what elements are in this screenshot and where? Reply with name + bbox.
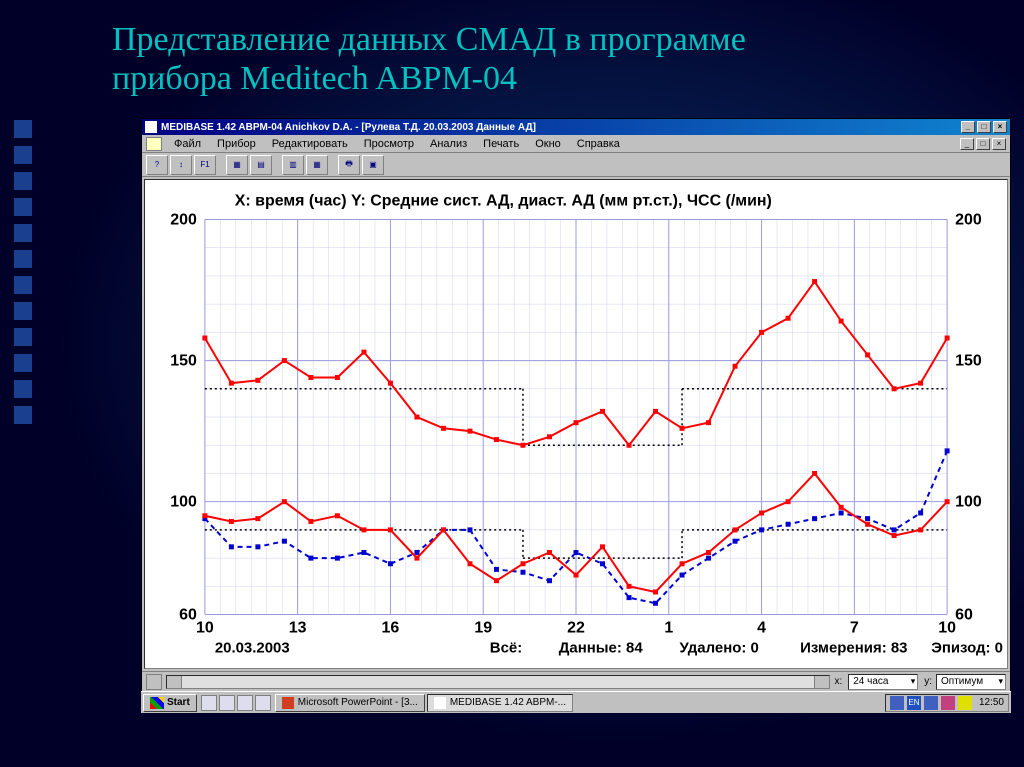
y-scale-label: y: [924, 676, 932, 687]
quicklaunch-icon[interactable] [201, 695, 217, 711]
h-scrollbar[interactable] [166, 675, 830, 689]
slide-title-line1: Представление данных СМАД в программе [112, 21, 746, 58]
lang-indicator[interactable]: EN [907, 696, 921, 710]
menu-help[interactable]: Справка [569, 136, 628, 152]
x-scale-label: x: [834, 676, 842, 687]
slide-title-line2: прибора Meditech ABPM-04 [112, 60, 517, 97]
mdi-close-button[interactable]: × [992, 138, 1006, 150]
toolbar-button-7[interactable]: ▦ [306, 155, 328, 175]
svg-text:7: 7 [850, 620, 859, 637]
svg-text:Измерения: 83: Измерения: 83 [800, 639, 907, 656]
clock[interactable]: 12:50 [979, 697, 1004, 708]
mdi-maximize-button[interactable]: □ [976, 138, 990, 150]
svg-text:Всё:: Всё: [490, 639, 522, 656]
menu-edit[interactable]: Редактировать [264, 136, 356, 152]
toolbar-button-6[interactable]: ▥ [282, 155, 304, 175]
svg-text:Эпизод: 0: Эпизод: 0 [931, 639, 1003, 656]
svg-text:200: 200 [170, 211, 197, 228]
minimize-button[interactable]: _ [961, 121, 975, 133]
system-tray: EN 12:50 [885, 694, 1009, 712]
toolbar-button-3[interactable]: F1 [194, 155, 216, 175]
taskbar-app-powerpoint[interactable]: Microsoft PowerPoint - [3... [275, 694, 425, 712]
y-scale-select[interactable]: Оптимум [936, 674, 1006, 690]
toolbar-button-2[interactable]: ↕ [170, 155, 192, 175]
tray-icon[interactable] [890, 696, 904, 710]
tray-icon[interactable] [958, 696, 972, 710]
start-button[interactable]: Start [143, 694, 197, 712]
toolbar-help-button[interactable]: ? [146, 155, 168, 175]
svg-text:19: 19 [474, 620, 492, 637]
quicklaunch-icon[interactable] [237, 695, 253, 711]
chart-area: 1013161922147106060100100150150200200X: … [144, 179, 1008, 669]
svg-text:Данные: 84: Данные: 84 [559, 639, 644, 656]
svg-text:200: 200 [955, 211, 982, 228]
bottom-controls: x: 24 часа y: Оптимум [142, 671, 1010, 691]
tray-icon[interactable] [941, 696, 955, 710]
x-scale-select[interactable]: 24 часа [848, 674, 918, 690]
windows-flag-icon [150, 697, 164, 709]
titlebar[interactable]: MEDIBASE 1.42 ABPM-04 Anichkov D.A. - [Р… [142, 119, 1010, 135]
menubar: Файл Прибор Редактировать Просмотр Анали… [142, 135, 1010, 153]
maximize-button[interactable]: □ [977, 121, 991, 133]
toolbar: ? ↕ F1 ▦ ▤ ▥ ▦ 🖶 ▣ [142, 153, 1010, 177]
svg-text:Удалено: 0: Удалено: 0 [679, 639, 758, 656]
menu-analysis[interactable]: Анализ [422, 136, 475, 152]
quicklaunch-icon[interactable] [255, 695, 271, 711]
svg-text:13: 13 [289, 620, 307, 637]
menu-window[interactable]: Окно [527, 136, 569, 152]
menu-view[interactable]: Просмотр [356, 136, 422, 152]
menu-device[interactable]: Прибор [209, 136, 264, 152]
svg-text:1: 1 [664, 620, 673, 637]
toolbar-button-4[interactable]: ▦ [226, 155, 248, 175]
svg-text:X: время (час) Y: Средние си: X: время (час) Y: Средние сист. АД, диас… [235, 193, 772, 210]
svg-text:10: 10 [938, 620, 956, 637]
svg-text:22: 22 [567, 620, 585, 637]
svg-text:150: 150 [955, 353, 982, 370]
bottom-icon[interactable] [146, 674, 162, 690]
svg-text:4: 4 [757, 620, 766, 637]
quicklaunch-icon[interactable] [219, 695, 235, 711]
window-title: MEDIBASE 1.42 ABPM-04 Anichkov D.A. - [Р… [161, 122, 536, 133]
mdi-minimize-button[interactable]: _ [960, 138, 974, 150]
menu-file[interactable]: Файл [166, 136, 209, 152]
app-window: MEDIBASE 1.42 ABPM-04 Anichkov D.A. - [Р… [141, 118, 1011, 712]
svg-text:10: 10 [196, 620, 214, 637]
menu-print[interactable]: Печать [475, 136, 527, 152]
app-icon [145, 121, 157, 133]
svg-text:100: 100 [955, 494, 982, 511]
toolbar-print-button[interactable]: 🖶 [338, 155, 360, 175]
toolbar-button-9[interactable]: ▣ [362, 155, 384, 175]
svg-text:60: 60 [955, 607, 973, 624]
slide-bullets [14, 120, 32, 424]
tray-icon[interactable] [924, 696, 938, 710]
svg-text:150: 150 [170, 353, 197, 370]
svg-text:60: 60 [179, 607, 197, 624]
toolbar-button-5[interactable]: ▤ [250, 155, 272, 175]
chart-svg: 1013161922147106060100100150150200200X: … [145, 180, 1007, 668]
taskbar-app-medibase[interactable]: MEDIBASE 1.42 ABPM-... [427, 694, 573, 712]
mdi-icon[interactable] [146, 137, 162, 151]
svg-text:16: 16 [382, 620, 400, 637]
svg-text:20.03.2003: 20.03.2003 [215, 639, 290, 656]
svg-text:100: 100 [170, 494, 197, 511]
quick-launch [201, 695, 271, 711]
taskbar: Start Microsoft PowerPoint - [3... MEDIB… [141, 691, 1011, 713]
close-button[interactable]: × [993, 121, 1007, 133]
slide-title: Представление данных СМАД в программе пр… [112, 20, 746, 98]
